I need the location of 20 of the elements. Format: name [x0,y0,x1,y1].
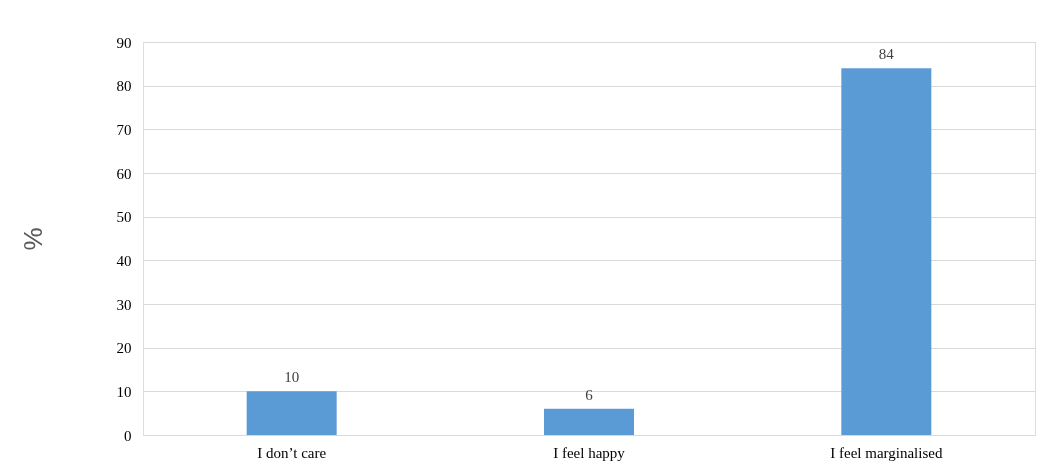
y-tick-label: 20 [116,340,132,357]
y-axis-title: % [17,227,48,251]
y-tick-label: 40 [116,252,132,269]
bar [544,408,634,435]
bar [841,68,932,435]
bar [246,391,337,435]
y-tick-label: 10 [116,383,132,400]
data-label: 84 [878,46,895,63]
y-tick-label: 0 [124,427,132,444]
y-tick-label: 60 [116,165,132,182]
y-tick-label: 50 [116,209,132,226]
data-label: 6 [585,386,594,403]
y-tick-label: 70 [116,121,132,138]
y-tick-label: 90 [116,34,132,51]
x-tick-label: I feel marginalised [830,444,943,461]
x-tick-label: I feel happy [553,444,626,461]
x-tick-label: I don’t care [257,444,327,461]
y-tick-label: 30 [116,296,132,313]
y-tick-label: 80 [116,78,132,95]
data-label: 10 [284,369,300,386]
